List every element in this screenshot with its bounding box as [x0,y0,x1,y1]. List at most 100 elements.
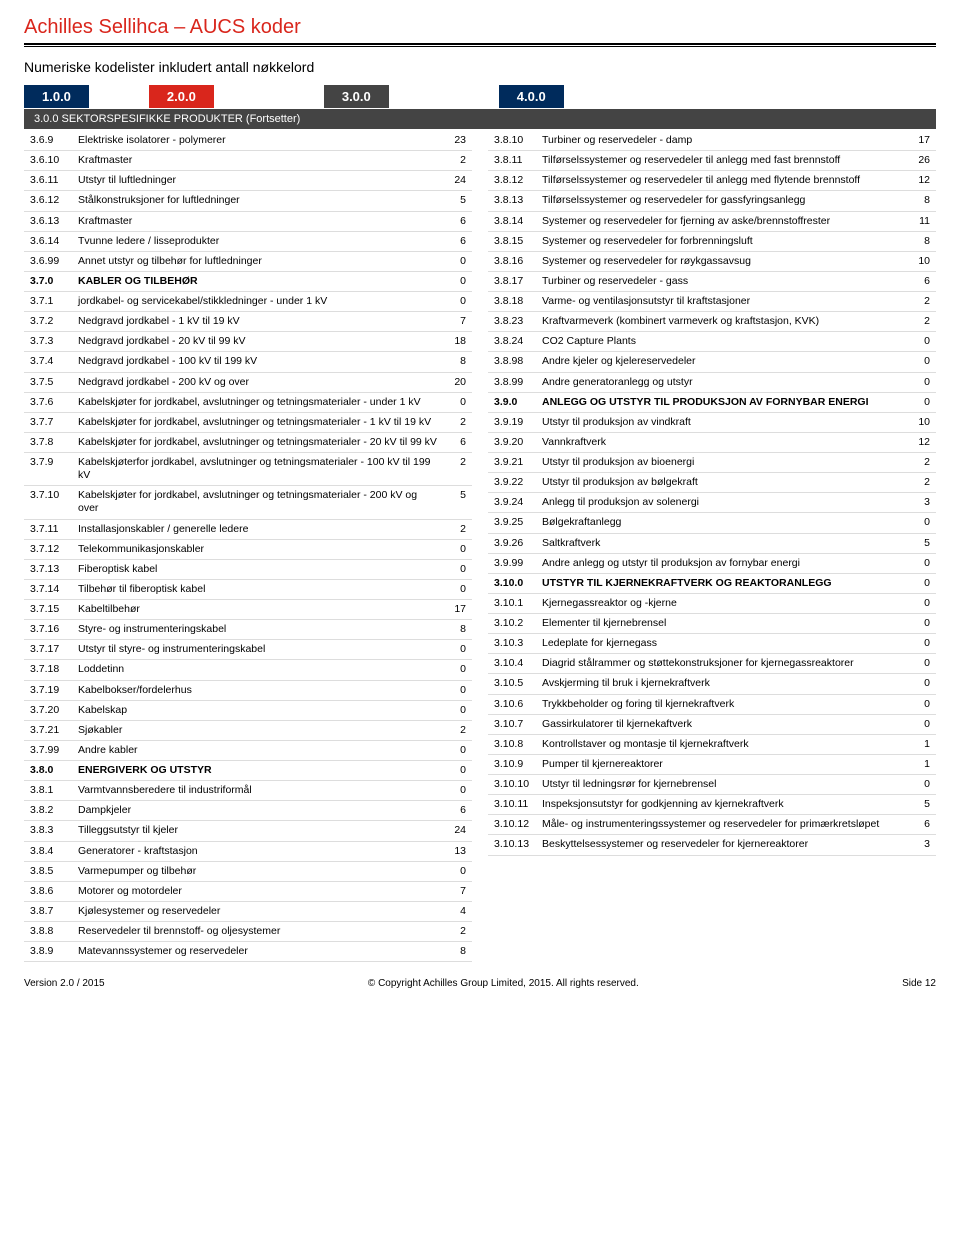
row-label: Nedgravd jordkabel - 200 kV og over [72,372,444,392]
row-label: Bølgekraftanlegg [536,513,908,533]
row-count: 6 [444,211,472,231]
row-count: 0 [908,352,936,372]
tab-3-0-0[interactable]: 3.0.0 [324,85,389,108]
section-header: 3.0.0 SEKTORSPESIFIKKE PRODUKTER (Fortse… [24,109,936,129]
row-label: Utstyr til produksjon av bioenergi [536,453,908,473]
page-title: Achilles Sellihca – AUCS koder [24,16,936,39]
row-label: Tilførselssystemer og reservedeler for g… [536,191,908,211]
row-label: Loddetinn [72,660,444,680]
row-count: 7 [444,312,472,332]
row-count: 8 [444,352,472,372]
row-count: 0 [908,654,936,674]
row-count: 13 [444,841,472,861]
table-row: 3.7.7Kabelskjøter for jordkabel, avslutn… [24,412,472,432]
row-label: Saltkraftverk [536,533,908,553]
row-code: 3.10.3 [488,634,536,654]
footer-copyright: © Copyright Achilles Group Limited, 2015… [368,978,639,989]
row-count: 2 [444,720,472,740]
code-table-left: 3.6.9Elektriske isolatorer - polymerer23… [24,131,472,962]
table-row: 3.8.3Tilleggsutstyr til kjeler24 [24,821,472,841]
row-code: 3.8.4 [24,841,72,861]
row-label: Sjøkabler [72,720,444,740]
row-label: Kjernegassreaktor og -kjerne [536,593,908,613]
row-count: 0 [444,559,472,579]
row-code: 3.10.0 [488,573,536,593]
table-row: 3.10.2Elementer til kjernebrensel0 [488,614,936,634]
row-label: Utstyr til ledningsrør for kjernebrensel [536,775,908,795]
row-label: UTSTYR TIL KJERNEKRAFTVERK OG REAKTORANL… [536,573,908,593]
tab-1-0-0[interactable]: 1.0.0 [24,85,89,108]
table-row: 3.8.99Andre generatoranlegg og utstyr0 [488,372,936,392]
row-code: 3.10.8 [488,734,536,754]
table-row: 3.9.22Utstyr til produksjon av bølgekraf… [488,473,936,493]
row-count: 18 [444,332,472,352]
row-count: 0 [444,271,472,291]
row-label: Systemer og reservedeler for røykgassavs… [536,251,908,271]
row-count: 0 [908,614,936,634]
table-row: 3.9.99Andre anlegg og utstyr til produks… [488,553,936,573]
tab-2-0-0[interactable]: 2.0.0 [149,85,214,108]
table-row: 3.7.8Kabelskjøter for jordkabel, avslutn… [24,432,472,452]
row-code: 3.7.9 [24,453,72,486]
row-code: 3.7.8 [24,432,72,452]
row-count: 6 [908,815,936,835]
row-label: Beskyttelsessystemer og reservedeler for… [536,835,908,855]
row-count: 2 [444,412,472,432]
table-row: 3.9.26Saltkraftverk5 [488,533,936,553]
row-code: 3.8.1 [24,781,72,801]
table-row: 3.10.13Beskyttelsessystemer og reservede… [488,835,936,855]
row-code: 3.9.19 [488,412,536,432]
row-label: Andre anlegg og utstyr til produksjon av… [536,553,908,573]
row-count: 0 [444,740,472,760]
row-count: 17 [908,131,936,151]
row-label: Kraftmaster [72,211,444,231]
row-label: Tilførselssystemer og reservedeler til a… [536,171,908,191]
row-code: 3.7.99 [24,740,72,760]
tab-4-0-0[interactable]: 4.0.0 [499,85,564,108]
row-count: 0 [444,579,472,599]
row-code: 3.7.3 [24,332,72,352]
row-code: 3.8.11 [488,151,536,171]
row-count: 0 [908,332,936,352]
row-label: Turbiner og reservedeler - damp [536,131,908,151]
row-count: 0 [444,861,472,881]
row-count: 6 [444,231,472,251]
row-label: Elementer til kjernebrensel [536,614,908,634]
row-code: 3.10.2 [488,614,536,634]
row-code: 3.10.10 [488,775,536,795]
table-row: 3.10.9Pumper til kjernereaktorer1 [488,754,936,774]
row-count: 6 [444,801,472,821]
row-label: Kraftmaster [72,151,444,171]
row-count: 2 [908,473,936,493]
table-row: 3.10.1Kjernegassreaktor og -kjerne0 [488,593,936,613]
row-label: Stålkonstruksjoner for luftledninger [72,191,444,211]
table-row: 3.10.4Diagrid stålrammer og støttekonstr… [488,654,936,674]
row-count: 6 [908,271,936,291]
row-count: 2 [908,453,936,473]
row-label: Turbiner og reservedeler - gass [536,271,908,291]
row-label: Utstyr til produksjon av vindkraft [536,412,908,432]
row-label: Styre- og instrumenteringskabel [72,620,444,640]
table-row: 3.8.7Kjølesystemer og reservedeler4 [24,901,472,921]
table-row: 3.8.98Andre kjeler og kjelereservedeler0 [488,352,936,372]
row-count: 2 [444,151,472,171]
row-count: 0 [908,553,936,573]
table-row: 3.10.3Ledeplate for kjernegass0 [488,634,936,654]
row-label: Installasjonskabler / generelle ledere [72,519,444,539]
row-code: 3.10.12 [488,815,536,835]
row-count: 0 [444,680,472,700]
table-row: 3.8.15Systemer og reservedeler for forbr… [488,231,936,251]
table-row: 3.10.8Kontrollstaver og montasje til kje… [488,734,936,754]
row-label: Dampkjeler [72,801,444,821]
table-row: 3.6.12Stålkonstruksjoner for luftledning… [24,191,472,211]
row-code: 3.8.23 [488,312,536,332]
row-count: 0 [908,714,936,734]
table-row: 3.9.20Vannkraftverk12 [488,432,936,452]
row-count: 7 [444,881,472,901]
row-code: 3.10.1 [488,593,536,613]
table-row: 3.8.5Varmepumper og tilbehør0 [24,861,472,881]
table-row: 3.10.0UTSTYR TIL KJERNEKRAFTVERK OG REAK… [488,573,936,593]
row-label: Generatorer - kraftstasjon [72,841,444,861]
row-label: Kabelskjøter for jordkabel, avslutninger… [72,412,444,432]
row-code: 3.6.13 [24,211,72,231]
